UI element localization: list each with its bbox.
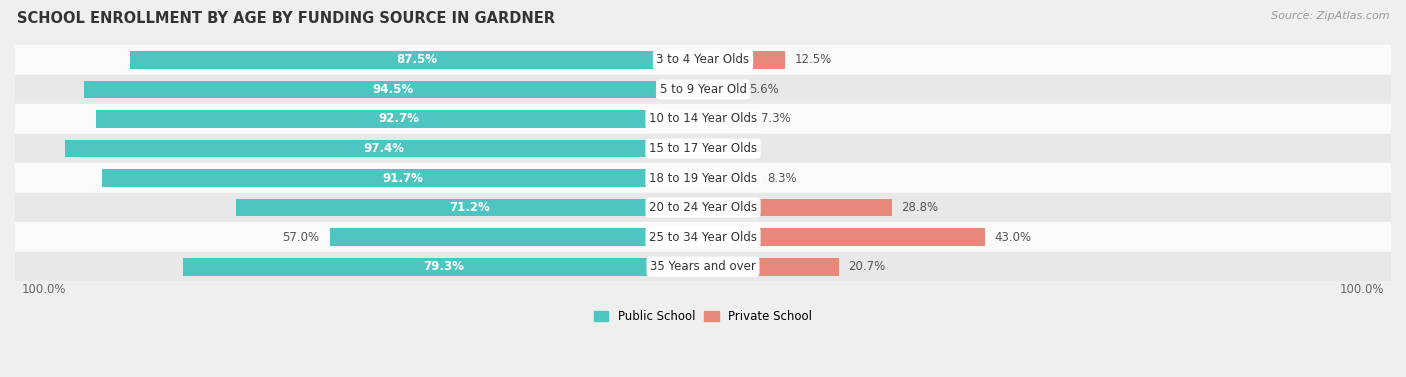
Legend: Public School, Private School: Public School, Private School — [589, 305, 817, 328]
Text: 3 to 4 Year Olds: 3 to 4 Year Olds — [657, 54, 749, 66]
Text: 2.6%: 2.6% — [730, 142, 759, 155]
Text: 43.0%: 43.0% — [994, 231, 1032, 244]
Text: 97.4%: 97.4% — [363, 142, 405, 155]
Bar — [129, 51, 703, 69]
Bar — [65, 139, 703, 157]
Text: 91.7%: 91.7% — [382, 172, 423, 185]
Bar — [15, 104, 1391, 134]
Text: 10 to 14 Year Olds: 10 to 14 Year Olds — [650, 112, 756, 126]
Bar — [703, 81, 740, 98]
Text: 15 to 17 Year Olds: 15 to 17 Year Olds — [650, 142, 756, 155]
Bar — [183, 258, 703, 276]
Text: 25 to 34 Year Olds: 25 to 34 Year Olds — [650, 231, 756, 244]
Bar — [15, 193, 1391, 222]
Bar — [15, 163, 1391, 193]
Text: 100.0%: 100.0% — [21, 283, 66, 296]
Bar — [703, 228, 984, 246]
Bar — [703, 51, 785, 69]
Text: 57.0%: 57.0% — [283, 231, 319, 244]
Bar — [15, 252, 1391, 281]
Text: 79.3%: 79.3% — [423, 260, 464, 273]
Text: 92.7%: 92.7% — [378, 112, 420, 126]
Text: SCHOOL ENROLLMENT BY AGE BY FUNDING SOURCE IN GARDNER: SCHOOL ENROLLMENT BY AGE BY FUNDING SOUR… — [17, 11, 555, 26]
Text: 35 Years and over: 35 Years and over — [650, 260, 756, 273]
Text: 71.2%: 71.2% — [450, 201, 491, 214]
Bar — [329, 228, 703, 246]
Bar — [96, 110, 703, 128]
Text: 12.5%: 12.5% — [794, 54, 832, 66]
Text: 5.6%: 5.6% — [749, 83, 779, 96]
Text: 8.3%: 8.3% — [768, 172, 797, 185]
Text: 28.8%: 28.8% — [901, 201, 939, 214]
Bar — [15, 134, 1391, 163]
Text: 20 to 24 Year Olds: 20 to 24 Year Olds — [650, 201, 756, 214]
Bar — [703, 258, 838, 276]
Bar — [15, 222, 1391, 252]
Text: 100.0%: 100.0% — [1340, 283, 1385, 296]
Bar — [703, 110, 751, 128]
Bar — [703, 199, 891, 216]
Text: 5 to 9 Year Old: 5 to 9 Year Old — [659, 83, 747, 96]
Text: 94.5%: 94.5% — [373, 83, 413, 96]
Text: 18 to 19 Year Olds: 18 to 19 Year Olds — [650, 172, 756, 185]
Bar — [236, 199, 703, 216]
Text: 7.3%: 7.3% — [761, 112, 790, 126]
Bar — [703, 169, 758, 187]
Text: Source: ZipAtlas.com: Source: ZipAtlas.com — [1271, 11, 1389, 21]
Bar — [84, 81, 703, 98]
Bar — [15, 75, 1391, 104]
Bar — [103, 169, 703, 187]
Text: 87.5%: 87.5% — [396, 54, 437, 66]
Bar — [15, 45, 1391, 75]
Text: 20.7%: 20.7% — [848, 260, 886, 273]
Bar — [703, 139, 720, 157]
